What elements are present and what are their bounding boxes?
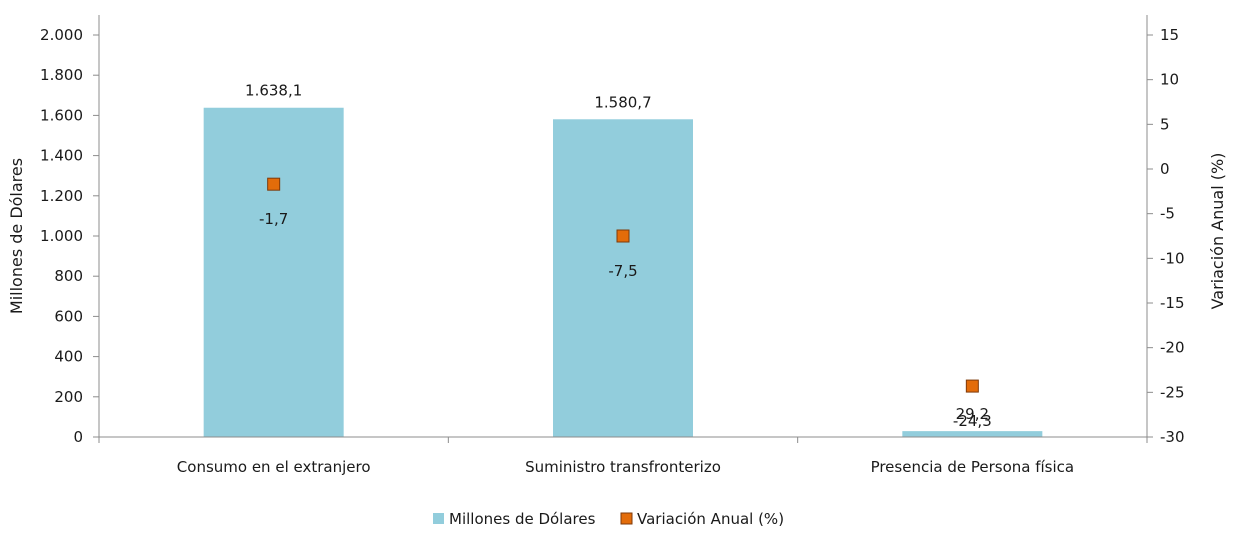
left-tick-label: 1.000 xyxy=(40,227,83,245)
bar-presencia-de-persona-f-sica xyxy=(902,431,1043,437)
right-tick-label: 5 xyxy=(1160,115,1170,133)
right-tick-label: -10 xyxy=(1160,249,1185,267)
bar-suministro-transfronterizo xyxy=(553,119,693,437)
left-tick-label: 1.200 xyxy=(40,187,83,205)
left-tick-label: 0 xyxy=(73,428,83,446)
x-tick-label: Presencia de Persona física xyxy=(871,458,1075,476)
right-tick-label: 0 xyxy=(1160,160,1170,178)
legend-label-bars: Millones de Dólares xyxy=(449,510,596,528)
labels-layer: 1.638,1 1.580,7 29,2 -1,7 -7,5 -24,3 xyxy=(245,82,992,430)
marker-value-label: -1,7 xyxy=(259,210,288,228)
left-tick-label: 1.800 xyxy=(40,66,83,84)
left-tick-label: 2.000 xyxy=(40,26,83,44)
x-tick-label: Suministro transfronterizo xyxy=(525,458,721,476)
marker-value-label: -7,5 xyxy=(608,262,637,280)
left-tick-label: 200 xyxy=(54,388,83,406)
right-tick-label: 10 xyxy=(1160,71,1179,89)
axes-layer: 0 200 400 600 800 1.000 1.200 1.400 1.600 1.800 2.… xyxy=(7,15,1227,476)
bar-value-label: 1.638,1 xyxy=(245,82,302,100)
left-tick-label: 1.400 xyxy=(40,147,83,165)
bar-value-label: 29,2 xyxy=(956,405,989,423)
legend-label-markers: Variación Anual (%) xyxy=(637,510,784,528)
marker-consumo-en-el-extranjero xyxy=(267,177,281,191)
left-tick-label: 400 xyxy=(54,348,83,366)
y-axis-right-title: Variación Anual (%) xyxy=(1208,153,1227,310)
marker-suministro-transfronterizo xyxy=(616,229,630,243)
marker-presencia-de-persona-f-sica xyxy=(965,379,979,393)
marker-value-label: -24,3 xyxy=(953,412,992,430)
x-tick-label: Consumo en el extranjero xyxy=(177,458,371,476)
left-tick-label: 1.600 xyxy=(40,106,83,124)
left-tick-label: 800 xyxy=(54,267,83,285)
legend-swatch-bars xyxy=(433,513,444,524)
right-tick-label: 15 xyxy=(1160,26,1179,44)
y-axis-title: Millones de Dólares xyxy=(7,158,26,314)
left-tick-label: 600 xyxy=(54,307,83,325)
bar-value-label: 1.580,7 xyxy=(594,93,651,111)
bars-layer xyxy=(203,107,1043,438)
legend-swatch-markers xyxy=(620,512,633,525)
markers-layer xyxy=(267,177,979,393)
right-tick-label: -5 xyxy=(1160,205,1175,223)
legend: Millones de Dólares Variación Anual (%) xyxy=(433,510,784,528)
right-tick-label: -20 xyxy=(1160,339,1185,357)
right-tick-label: -15 xyxy=(1160,294,1185,312)
bar-consumo-en-el-extranjero xyxy=(203,107,344,438)
right-tick-label: -30 xyxy=(1160,428,1185,446)
right-tick-label: -25 xyxy=(1160,383,1185,401)
